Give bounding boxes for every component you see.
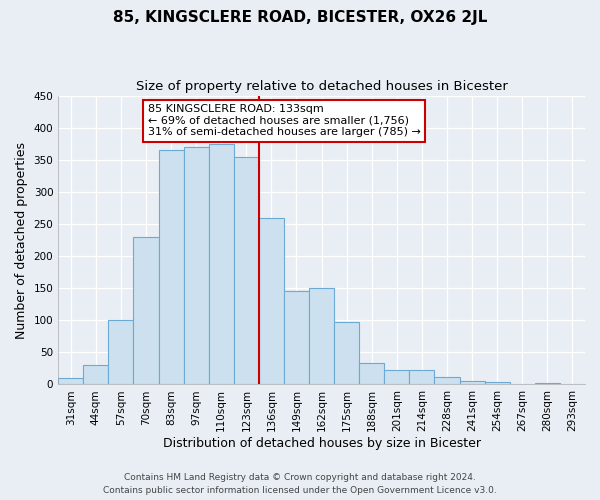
Bar xyxy=(535,383,560,384)
Bar xyxy=(309,288,334,384)
Bar xyxy=(485,382,510,384)
Bar xyxy=(460,381,485,384)
Text: Contains HM Land Registry data © Crown copyright and database right 2024.
Contai: Contains HM Land Registry data © Crown c… xyxy=(103,474,497,495)
Bar xyxy=(284,292,309,384)
Bar xyxy=(409,370,434,384)
Bar xyxy=(385,370,409,384)
Text: 85, KINGSCLERE ROAD, BICESTER, OX26 2JL: 85, KINGSCLERE ROAD, BICESTER, OX26 2JL xyxy=(113,10,487,25)
Bar xyxy=(209,144,234,384)
Bar xyxy=(184,147,209,384)
Bar xyxy=(109,320,133,384)
Bar xyxy=(334,322,359,384)
Text: 85 KINGSCLERE ROAD: 133sqm
← 69% of detached houses are smaller (1,756)
31% of s: 85 KINGSCLERE ROAD: 133sqm ← 69% of deta… xyxy=(148,104,421,138)
Bar xyxy=(158,150,184,384)
Bar xyxy=(434,378,460,384)
Bar xyxy=(58,378,83,384)
Bar xyxy=(83,365,109,384)
Bar xyxy=(133,237,158,384)
Bar xyxy=(259,218,284,384)
Bar xyxy=(359,364,385,384)
Bar xyxy=(234,156,259,384)
X-axis label: Distribution of detached houses by size in Bicester: Distribution of detached houses by size … xyxy=(163,437,481,450)
Y-axis label: Number of detached properties: Number of detached properties xyxy=(15,142,28,338)
Title: Size of property relative to detached houses in Bicester: Size of property relative to detached ho… xyxy=(136,80,508,93)
